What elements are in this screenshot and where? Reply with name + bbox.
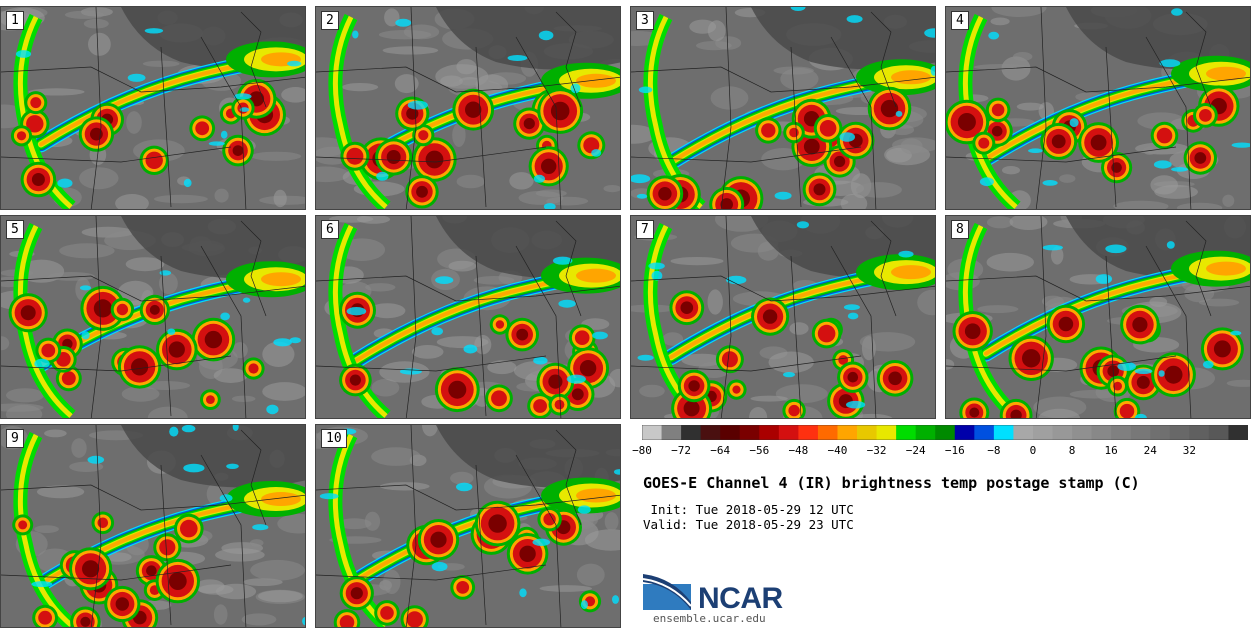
colorbar-bin: [681, 425, 701, 440]
ir-map-2: [316, 7, 621, 210]
member-label: 6: [321, 220, 339, 239]
colorbar-bin: [759, 425, 779, 440]
colorbar-bin: [1170, 425, 1190, 440]
colorbar-tick-label: 32: [1183, 444, 1196, 457]
colorbar-tick-label: −32: [867, 444, 887, 457]
colorbar-bin: [1072, 425, 1092, 440]
colorbar-bin: [642, 425, 662, 440]
colorbar-tick-label: 16: [1105, 444, 1118, 457]
colorbar-bin: [877, 425, 897, 440]
member-label: 1: [6, 11, 24, 30]
colorbar-bin: [1150, 425, 1170, 440]
colorbar-tick-label: −72: [671, 444, 691, 457]
colorbar-tick-label: 8: [1069, 444, 1076, 457]
colorbar-tick-label: −40: [828, 444, 848, 457]
colorbar-bin: [994, 425, 1014, 440]
colorbar-bin: [974, 425, 994, 440]
colorbar-bin: [916, 425, 936, 440]
colorbar-bin: [1209, 425, 1229, 440]
member-label: 8: [951, 220, 969, 239]
colorbar-bin: [1189, 425, 1209, 440]
colorbar-tick-label: −56: [749, 444, 769, 457]
ir-map-8: [946, 216, 1251, 419]
colorbar-bin: [1013, 425, 1033, 440]
colorbar-bin: [955, 425, 975, 440]
ir-map-9: [1, 425, 306, 628]
product-title: GOES-E Channel 4 (IR) brightness temp po…: [643, 474, 1140, 492]
valid-time: Valid: Tue 2018-05-29 23 UTC: [643, 517, 854, 532]
colorbar-tick-label: −48: [788, 444, 808, 457]
colorbar-bin: [1131, 425, 1151, 440]
member-label: 9: [6, 429, 24, 448]
colorbar-tick-label: 0: [1030, 444, 1037, 457]
colorbar-bin: [1053, 425, 1073, 440]
ncar-logo-text: NCAR: [698, 582, 783, 616]
ir-map-6: [316, 216, 621, 419]
colorbar-bin: [740, 425, 760, 440]
colorbar-tick-label: −8: [987, 444, 1000, 457]
colorbar-tick-label: −24: [906, 444, 926, 457]
ir-map-10: [316, 425, 621, 628]
member-panel-9[interactable]: 9: [0, 424, 306, 628]
member-panel-5[interactable]: 5: [0, 215, 306, 419]
member-label: 4: [951, 11, 969, 30]
member-label: 5: [6, 220, 24, 239]
member-panel-7[interactable]: 7: [630, 215, 936, 419]
ir-map-7: [631, 216, 936, 419]
colorbar-bin: [662, 425, 682, 440]
member-label: 3: [636, 11, 654, 30]
colorbar-bin: [701, 425, 721, 440]
colorbar-tick-label: −16: [945, 444, 965, 457]
member-panel-8[interactable]: 8: [945, 215, 1251, 419]
ir-map-1: [1, 7, 306, 210]
member-panel-10[interactable]: 10: [315, 424, 621, 628]
site-url[interactable]: ensemble.ucar.edu: [653, 612, 766, 625]
member-panel-3[interactable]: 3: [630, 6, 936, 210]
colorbar-bin: [798, 425, 818, 440]
ir-map-4: [946, 7, 1251, 210]
member-panel-4[interactable]: 4: [945, 6, 1251, 210]
member-panel-2[interactable]: 2: [315, 6, 621, 210]
colorbar-bin: [1111, 425, 1131, 440]
colorbar-bin: [857, 425, 877, 440]
colorbar-bin: [1033, 425, 1053, 440]
colorbar-bin: [1228, 425, 1248, 440]
member-label: 10: [321, 429, 347, 448]
colorbar-bin: [935, 425, 955, 440]
member-label: 2: [321, 11, 339, 30]
colorbar-tick-label: −64: [710, 444, 730, 457]
ncar-logo-icon: [643, 572, 693, 612]
colorbar: [642, 425, 1248, 440]
member-panel-6[interactable]: 6: [315, 215, 621, 419]
colorbar-bin: [818, 425, 838, 440]
colorbar-bin: [837, 425, 857, 440]
init-time: Init: Tue 2018-05-29 12 UTC: [643, 502, 854, 517]
colorbar-bin: [720, 425, 740, 440]
member-label: 7: [636, 220, 654, 239]
colorbar-tick-label: −80: [632, 444, 652, 457]
ir-map-5: [1, 216, 306, 419]
ir-map-3: [631, 7, 936, 210]
colorbar-bin: [896, 425, 916, 440]
colorbar-bin: [1092, 425, 1112, 440]
colorbar-tick-label: 24: [1144, 444, 1157, 457]
member-panel-1[interactable]: 1: [0, 6, 306, 210]
colorbar-bin: [779, 425, 799, 440]
